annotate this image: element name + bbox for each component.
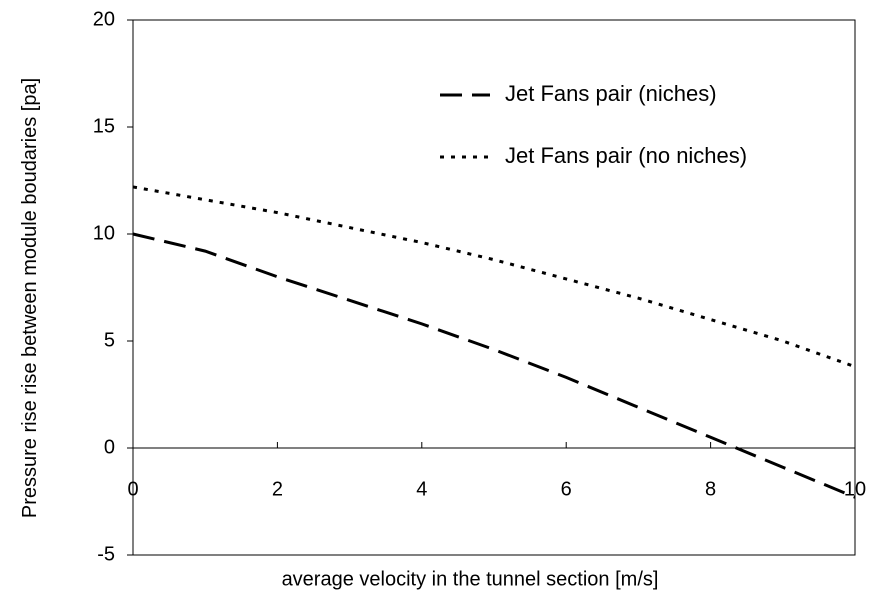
y-tick-label: -5 bbox=[97, 543, 115, 565]
x-tick-label: 0 bbox=[127, 478, 138, 500]
y-axis-title: Pressure rise rise between module boudar… bbox=[19, 78, 41, 518]
series-line bbox=[132, 232, 856, 499]
y-axis-title-text: Pressure rise rise between module boudar… bbox=[19, 78, 41, 518]
y-tick-label: 0 bbox=[104, 436, 115, 458]
legend-label: Jet Fans pair (niches) bbox=[505, 81, 717, 106]
x-tick-label: 6 bbox=[561, 478, 572, 500]
plot-frame bbox=[132, 19, 856, 556]
y-tick-label: 10 bbox=[93, 222, 115, 244]
series-line bbox=[132, 185, 856, 369]
y-tick-label: 15 bbox=[93, 115, 115, 137]
x-tick-label: 8 bbox=[705, 478, 716, 500]
x-axis-title: average velocity in the tunnel section [… bbox=[282, 568, 659, 590]
x-tick-label: 10 bbox=[844, 478, 866, 500]
x-tick-label: 2 bbox=[272, 478, 283, 500]
y-tick-label: 20 bbox=[93, 8, 115, 30]
y-tick-label: 5 bbox=[104, 329, 115, 351]
x-tick-label: 4 bbox=[416, 478, 427, 500]
legend-label: Jet Fans pair (no niches) bbox=[505, 143, 747, 168]
